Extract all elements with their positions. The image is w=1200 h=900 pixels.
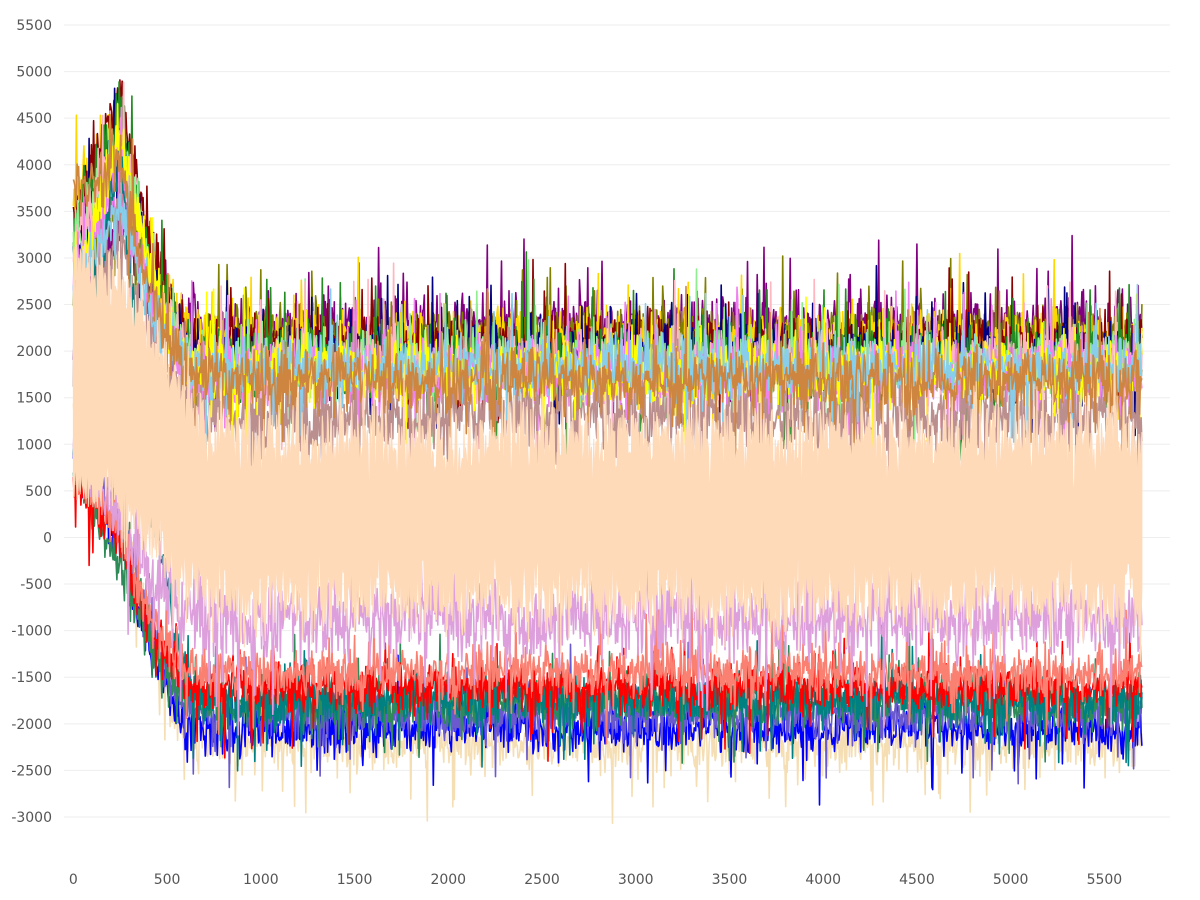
x-tick-label: 3000 [618,872,654,888]
y-tick-label: 5000 [16,65,52,81]
x-tick-label: 4500 [899,872,935,888]
x-tick-label: 2500 [524,872,560,888]
x-tick-label: 0 [69,872,78,888]
y-tick-label: 4500 [16,111,52,127]
y-tick-label: -1000 [11,624,52,640]
series-line-20 [72,114,1143,463]
x-axis-ticks: 0 500 1000 1500 2000 2500 3000 3500 4000 4500 5000… [69,872,1122,888]
y-tick-label: -2000 [11,717,52,733]
x-tick-label: 500 [154,872,181,888]
x-tick-label: 1500 [337,872,373,888]
y-tick-label: -1500 [11,670,52,686]
y-tick-label: 5500 [16,18,52,34]
y-tick-label: 500 [25,484,52,500]
y-tick-label: 3000 [16,251,52,267]
y-tick-label: 1000 [16,437,52,453]
x-tick-label: 2000 [430,872,466,888]
band-layer [72,243,1143,663]
x-tick-label: 4000 [805,872,841,888]
y-tick-label: -500 [20,577,52,593]
y-tick-label: 2500 [16,298,52,314]
y-tick-label: -3000 [11,810,52,826]
y-tick-label: 4000 [16,158,52,174]
y-tick-label: 1500 [16,391,52,407]
y-tick-label: -2500 [11,763,52,779]
y-axis-ticks: 5500500045004000350030002500200015001000… [11,18,52,826]
x-tick-label: 5500 [1087,872,1123,888]
x-tick-label: 5000 [993,872,1029,888]
series-layer [72,79,1143,824]
series-line-16 [73,448,1143,745]
y-tick-label: 2000 [16,344,52,360]
x-tick-label: 3500 [712,872,748,888]
y-tick-label: 0 [43,530,52,546]
central-band [72,243,1143,663]
y-tick-label: 3500 [16,204,52,220]
series-line-19 [72,175,1143,451]
x-tick-label: 1000 [243,872,279,888]
